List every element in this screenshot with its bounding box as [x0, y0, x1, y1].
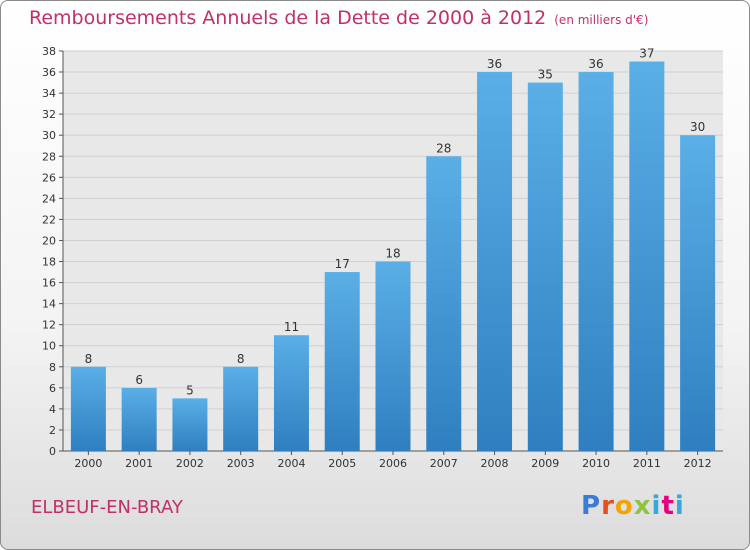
x-tick-label: 2000	[74, 457, 102, 470]
y-tick-label: 20	[42, 234, 56, 247]
bar	[527, 82, 563, 451]
x-tick-label: 2003	[227, 457, 255, 470]
y-tick-label: 30	[42, 129, 56, 142]
bar	[477, 72, 513, 451]
bar-value-label: 37	[639, 47, 654, 61]
bar-value-label: 36	[487, 57, 502, 71]
bar-value-label: 8	[237, 352, 245, 366]
x-tick-label: 2006	[379, 457, 407, 470]
x-tick-label: 2002	[176, 457, 204, 470]
y-tick-label: 0	[49, 445, 56, 458]
x-tick-label: 2012	[684, 457, 712, 470]
y-tick-label: 38	[42, 45, 56, 58]
bar-value-label: 5	[186, 383, 194, 397]
bar	[629, 61, 665, 452]
bar	[121, 387, 157, 451]
y-tick-label: 14	[42, 298, 56, 311]
x-tick-label: 2010	[582, 457, 610, 470]
bar	[172, 398, 208, 451]
y-tick-label: 4	[49, 403, 56, 416]
bar-value-label: 11	[284, 320, 299, 334]
bar	[223, 366, 259, 451]
chart-subtitle: (en milliers d'€)	[554, 13, 649, 27]
city-name: ELBEUF-EN-BRAY	[31, 497, 183, 518]
bar	[324, 272, 360, 451]
bar	[70, 366, 106, 451]
bar	[680, 135, 716, 452]
x-tick-label: 2001	[125, 457, 153, 470]
bar-value-label: 17	[335, 257, 350, 271]
x-tick-label: 2011	[633, 457, 661, 470]
proxiti-logo: Proxiti	[581, 491, 685, 521]
y-tick-label: 26	[42, 171, 56, 184]
x-tick-label: 2008	[481, 457, 509, 470]
bar	[375, 261, 411, 451]
x-tick-label: 2005	[328, 457, 356, 470]
y-tick-label: 34	[42, 87, 56, 100]
y-tick-label: 10	[42, 340, 56, 353]
bar	[426, 156, 462, 451]
y-tick-label: 2	[49, 424, 56, 437]
y-tick-label: 18	[42, 256, 56, 269]
y-tick-label: 22	[42, 213, 56, 226]
bar-value-label: 18	[385, 247, 400, 261]
bar-value-label: 28	[436, 141, 451, 155]
bar-value-label: 8	[85, 352, 93, 366]
y-tick-label: 24	[42, 192, 56, 205]
y-tick-label: 36	[42, 66, 56, 79]
bar	[273, 335, 309, 451]
y-tick-label: 32	[42, 108, 56, 121]
bar-value-label: 35	[538, 68, 553, 82]
x-tick-label: 2007	[430, 457, 458, 470]
y-tick-label: 16	[42, 277, 56, 290]
bar-value-label: 36	[588, 57, 603, 71]
y-tick-label: 8	[49, 361, 56, 374]
y-tick-label: 6	[49, 382, 56, 395]
bar	[578, 72, 614, 451]
chart-title: Remboursements Annuels de la Dette de 20…	[29, 7, 648, 29]
y-tick-label: 28	[42, 150, 56, 163]
x-tick-label: 2009	[531, 457, 559, 470]
y-tick-label: 12	[42, 319, 56, 332]
x-tick-label: 2004	[277, 457, 305, 470]
bar-value-label: 30	[690, 120, 705, 134]
chart-title-text: Remboursements Annuels de la Dette de 20…	[29, 7, 547, 29]
bar-value-label: 6	[135, 373, 143, 387]
